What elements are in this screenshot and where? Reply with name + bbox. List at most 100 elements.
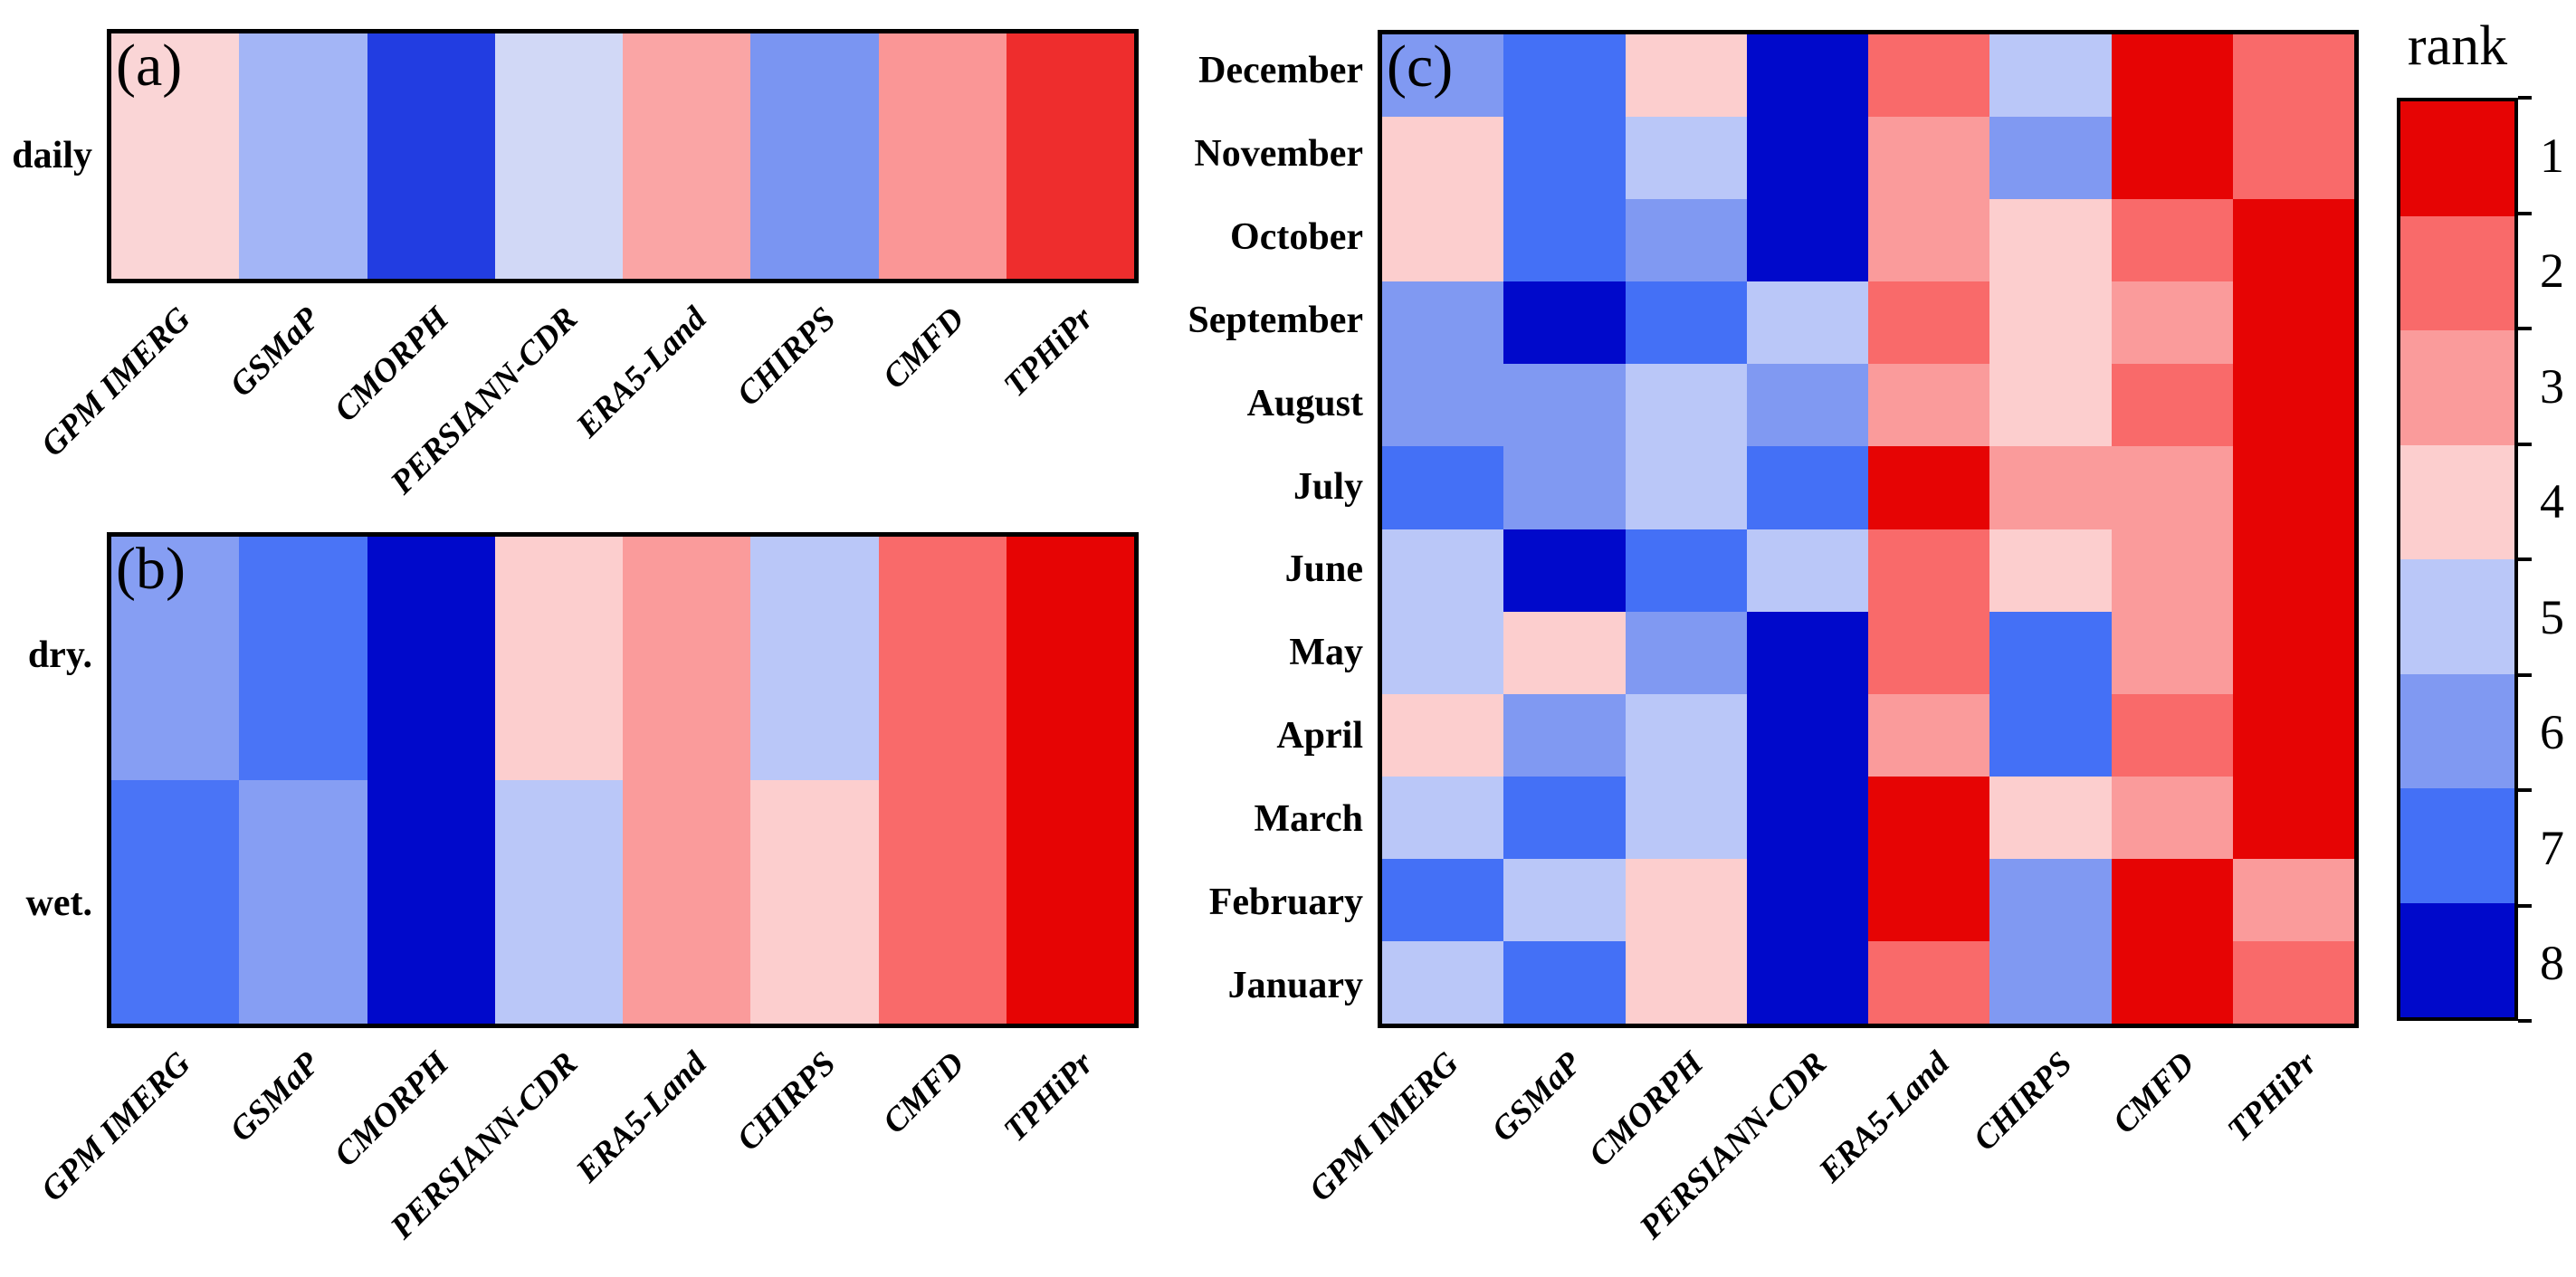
heatmap-cell: [1625, 446, 1747, 529]
heatmap-cell: [1868, 446, 1990, 529]
heatmap-cell: [1625, 34, 1747, 118]
column-label: CHIRPS: [730, 1044, 844, 1158]
heatmap-cell: [1868, 858, 1990, 941]
heatmap-cell: [750, 780, 879, 1024]
colorbar-tick: [2518, 672, 2532, 677]
colorbar-tick: [2518, 327, 2532, 330]
row-label: November: [1194, 132, 1363, 175]
heatmap-cell: [1625, 693, 1747, 777]
heatmap-grid-c: [1382, 34, 2354, 1024]
heatmap-cell: [1625, 117, 1747, 200]
heatmap-cell: [1503, 281, 1626, 365]
heatmap-cell: [239, 33, 367, 279]
heatmap-cell: [2232, 199, 2354, 282]
column-label: CMFD: [2105, 1044, 2202, 1141]
column-label: CHIRPS: [1965, 1044, 2079, 1158]
heatmap-cell: [494, 537, 623, 780]
colorbar-segment: [2400, 902, 2514, 1017]
row-label: December: [1198, 49, 1363, 91]
column-label: CMFD: [875, 300, 972, 396]
column-label: GSMaP: [223, 300, 328, 405]
colorbar-segment: [2400, 101, 2514, 216]
heatmap-cell: [2232, 611, 2354, 694]
heatmap-grid-a: [111, 33, 1134, 279]
heatmap-cell: [1503, 940, 1626, 1024]
heatmap-cell: [1503, 611, 1626, 694]
heatmap-cell: [2111, 281, 2233, 365]
colorbar-tick: [2518, 211, 2532, 215]
heatmap-cell: [367, 780, 495, 1024]
heatmap-cell: [1503, 693, 1626, 777]
heatmap-cell: [1868, 529, 1990, 612]
heatmap-cell: [2111, 34, 2233, 118]
heatmap-cell: [1989, 281, 2112, 365]
heatmap-panel-c: [1378, 30, 2359, 1028]
heatmap-cell: [1989, 446, 2112, 529]
row-label: August: [1246, 382, 1363, 424]
heatmap-cell: [623, 537, 751, 780]
colorbar-tick: [2518, 96, 2532, 100]
column-label: CMORPH: [1582, 1044, 1712, 1175]
heatmap-cell: [750, 537, 879, 780]
heatmap-cell: [2232, 34, 2354, 118]
heatmap-cell: [1625, 364, 1747, 447]
heatmap-cell: [1746, 776, 1868, 859]
colorbar-tick-label: 1: [2540, 128, 2564, 183]
heatmap-cell: [1006, 33, 1134, 279]
heatmap-cell: [2232, 364, 2354, 447]
heatmap-cell: [1868, 693, 1990, 777]
heatmap-cell: [1625, 529, 1747, 612]
colorbar-segment: [2400, 673, 2514, 788]
heatmap-cell: [2111, 611, 2233, 694]
row-label: daily: [12, 134, 92, 176]
row-label: May: [1289, 632, 1363, 674]
heatmap-cell: [1989, 693, 2112, 777]
heatmap-cell: [1382, 940, 1504, 1024]
colorbar-tick: [2518, 788, 2532, 792]
heatmap-cell: [1006, 780, 1134, 1024]
colorbar-tick: [2518, 557, 2532, 561]
heatmap-cell: [1868, 199, 1990, 282]
row-label: wet.: [25, 882, 92, 925]
column-label: ERA5-Land: [569, 300, 714, 445]
heatmap-cell: [1382, 34, 1504, 118]
heatmap-cell: [2232, 529, 2354, 612]
colorbar-segment: [2400, 444, 2514, 559]
heatmap-cell: [1382, 693, 1504, 777]
heatmap-cell: [1989, 858, 2112, 941]
heatmap-cell: [878, 33, 1007, 279]
heatmap-cell: [1382, 858, 1504, 941]
heatmap-cell: [1989, 364, 2112, 447]
column-label: TPHiPr: [2220, 1044, 2324, 1149]
column-label: GPM IMERG: [1302, 1044, 1466, 1209]
column-label: GSMaP: [223, 1044, 328, 1149]
heatmap-cell: [1503, 34, 1626, 118]
heatmap-cell: [2111, 940, 2233, 1024]
colorbar-tick: [2518, 903, 2532, 908]
heatmap-cell: [2232, 446, 2354, 529]
heatmap-cell: [878, 780, 1007, 1024]
heatmap-cell: [1868, 117, 1990, 200]
colorbar-tick-label: 8: [2540, 936, 2564, 991]
colorbar-tick-label: 6: [2540, 705, 2564, 760]
heatmap-cell: [1006, 537, 1134, 780]
heatmap-cell: [1746, 446, 1868, 529]
row-label: June: [1284, 548, 1363, 591]
colorbar-tick-label: 4: [2540, 474, 2564, 529]
heatmap-cell: [1382, 611, 1504, 694]
heatmap-cell: [1989, 199, 2112, 282]
heatmap-cell: [367, 33, 495, 279]
heatmap-cell: [1746, 611, 1868, 694]
colorbar: [2397, 98, 2518, 1021]
colorbar-tick-label: 7: [2540, 820, 2564, 875]
heatmap-cell: [623, 780, 751, 1024]
heatmap-panel-b: [107, 532, 1139, 1028]
row-label: March: [1254, 798, 1363, 841]
heatmap-cell: [111, 33, 240, 279]
column-label: CHIRPS: [730, 300, 844, 414]
heatmap-cell: [1382, 776, 1504, 859]
heatmap-cell: [1503, 858, 1626, 941]
heatmap-cell: [1989, 611, 2112, 694]
row-label: September: [1188, 299, 1363, 341]
heatmap-cell: [1746, 281, 1868, 365]
